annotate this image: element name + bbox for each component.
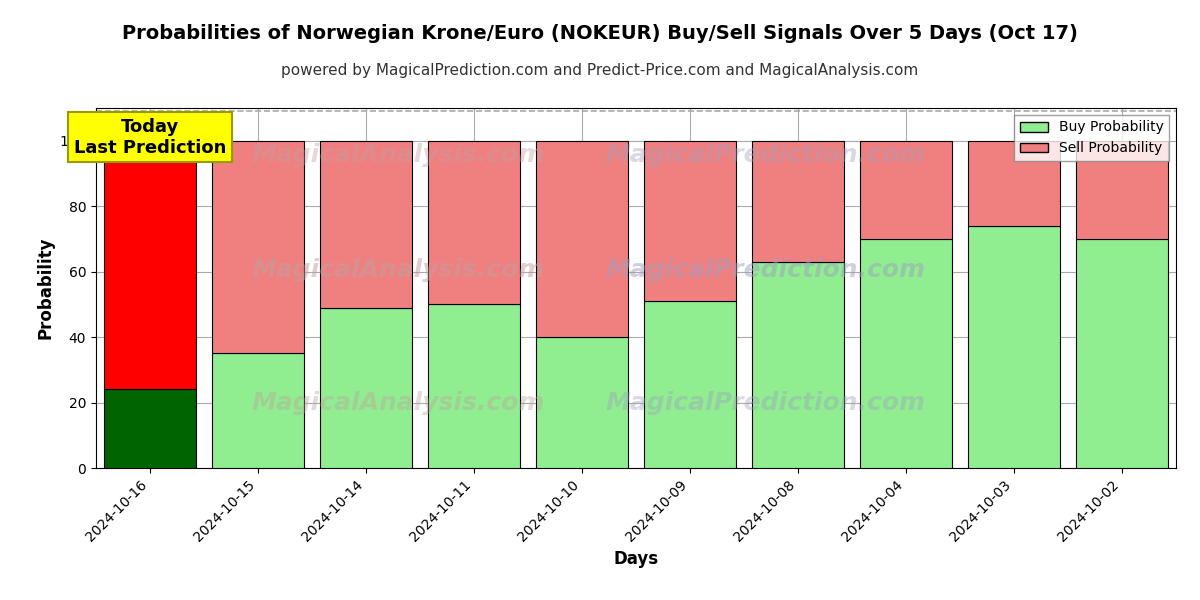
X-axis label: Days: Days	[613, 550, 659, 568]
Text: MagicalPrediction.com: MagicalPrediction.com	[606, 391, 925, 415]
Bar	[320, 308, 412, 468]
Text: Today
Last Prediction: Today Last Prediction	[74, 118, 226, 157]
Bar	[212, 141, 304, 353]
Bar	[644, 301, 736, 468]
Text: MagicalAnalysis.com: MagicalAnalysis.com	[252, 143, 545, 167]
Text: powered by MagicalPrediction.com and Predict-Price.com and MagicalAnalysis.com: powered by MagicalPrediction.com and Pre…	[281, 63, 919, 78]
Bar	[1076, 239, 1168, 468]
Bar	[860, 141, 952, 239]
Bar	[536, 337, 628, 468]
Text: MagicalAnalysis.com: MagicalAnalysis.com	[252, 391, 545, 415]
Bar	[428, 304, 520, 468]
Bar	[104, 141, 196, 389]
Legend: Buy Probability, Sell Probability: Buy Probability, Sell Probability	[1014, 115, 1169, 161]
Text: MagicalAnalysis.com: MagicalAnalysis.com	[252, 258, 545, 282]
Bar	[428, 141, 520, 304]
Bar	[320, 141, 412, 308]
Text: MagicalPrediction.com: MagicalPrediction.com	[606, 143, 925, 167]
Bar	[1076, 141, 1168, 239]
Bar	[860, 239, 952, 468]
Y-axis label: Probability: Probability	[36, 237, 54, 339]
Text: MagicalPrediction.com: MagicalPrediction.com	[606, 258, 925, 282]
Bar	[104, 389, 196, 468]
Bar	[644, 141, 736, 301]
Bar	[968, 226, 1060, 468]
Text: Probabilities of Norwegian Krone/Euro (NOKEUR) Buy/Sell Signals Over 5 Days (Oct: Probabilities of Norwegian Krone/Euro (N…	[122, 24, 1078, 43]
Bar	[752, 262, 844, 468]
Bar	[212, 353, 304, 468]
Bar	[752, 141, 844, 262]
Bar	[968, 141, 1060, 226]
Bar	[536, 141, 628, 337]
